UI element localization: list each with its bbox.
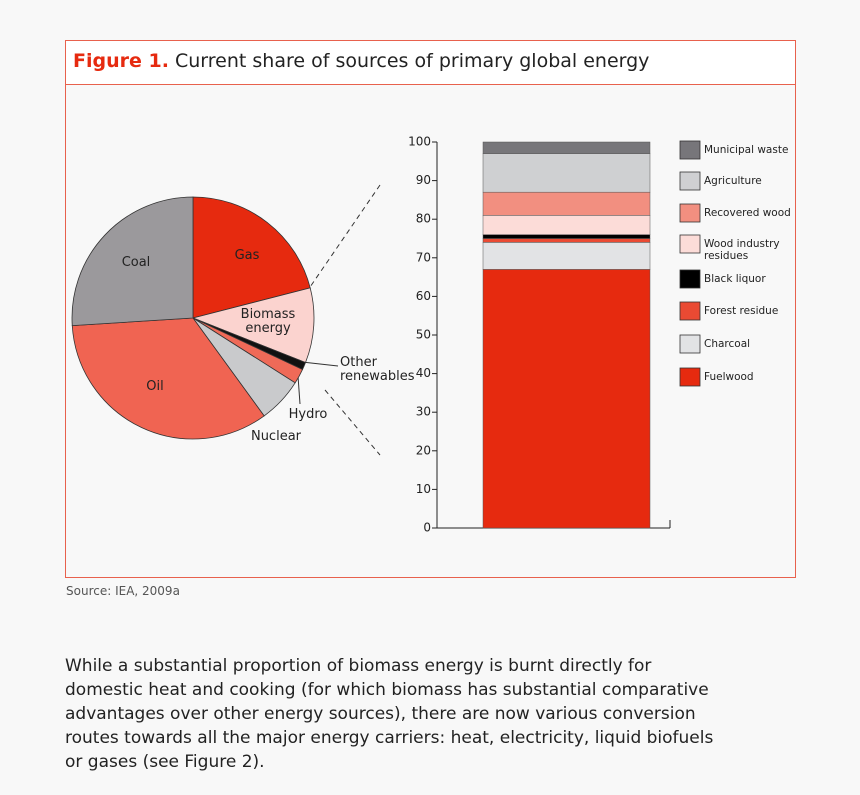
leader-line xyxy=(297,375,301,405)
legend-label: Municipal waste xyxy=(704,144,789,156)
bar-segment xyxy=(482,238,651,243)
y-tick-label: 70 xyxy=(416,250,431,264)
bar-segment xyxy=(482,191,651,216)
y-tick-label: 50 xyxy=(416,328,431,342)
legend-label: Forest residue xyxy=(704,305,779,317)
figure-label: Figure 1. xyxy=(73,50,169,72)
leader-line xyxy=(301,361,339,367)
y-tick-label: 60 xyxy=(416,289,431,303)
y-tick-label: 100 xyxy=(408,135,431,149)
y-tick-label: 10 xyxy=(416,482,431,496)
y-tick-label: 30 xyxy=(416,405,431,419)
legend-swatch xyxy=(679,367,701,387)
source: Source: IEA, 2009a xyxy=(66,584,180,598)
bar-segment xyxy=(482,242,651,270)
legend-swatch xyxy=(679,234,701,254)
y-tick-label: 40 xyxy=(416,366,431,380)
slice-label: Oil xyxy=(146,379,164,394)
figure-header xyxy=(65,40,796,85)
pie-slice xyxy=(191,287,315,364)
slice-label: Nuclear xyxy=(250,429,302,444)
slice-label: Coal xyxy=(121,255,151,270)
y-tick-label: 0 xyxy=(423,521,431,535)
slice-label: Biomass energy xyxy=(240,307,296,336)
connector xyxy=(307,184,381,291)
body-text: While a substantial proportion of biomas… xyxy=(65,656,714,772)
legend-swatch xyxy=(679,171,701,191)
legend-swatch xyxy=(679,301,701,321)
y-tick-label: 20 xyxy=(416,443,431,457)
legend-swatch xyxy=(679,140,701,160)
bar-segment xyxy=(482,215,651,235)
legend-label: Agriculture xyxy=(704,175,762,187)
legend-swatch xyxy=(679,269,701,289)
legend-label: Charcoal xyxy=(704,338,751,350)
bar-segment xyxy=(482,153,651,193)
legend-label: Recovered wood xyxy=(704,207,791,219)
slice-label: Hydro xyxy=(288,407,328,422)
legend-label: Black liquor xyxy=(704,273,766,285)
figure-title: Current share of sources of primary glob… xyxy=(174,50,650,72)
legend-label: Wood industry residues xyxy=(704,238,780,262)
y-tick-label: 80 xyxy=(416,212,431,226)
slice-label: Gas xyxy=(234,248,260,263)
legend-swatch xyxy=(679,203,701,223)
legend-swatch xyxy=(679,334,701,354)
bar-segment xyxy=(482,234,651,239)
slice-label: Other renewables xyxy=(340,355,415,384)
figure-heading: Figure 1. Current share of sources of pr… xyxy=(73,50,649,72)
bar-segment xyxy=(482,141,651,154)
legend-label: Fuelwood xyxy=(704,371,754,383)
pie-slice xyxy=(192,196,311,319)
bar-segment xyxy=(482,269,651,529)
pie-slice xyxy=(71,196,194,327)
pie-slice xyxy=(71,317,265,440)
y-tick-label: 90 xyxy=(416,173,431,187)
